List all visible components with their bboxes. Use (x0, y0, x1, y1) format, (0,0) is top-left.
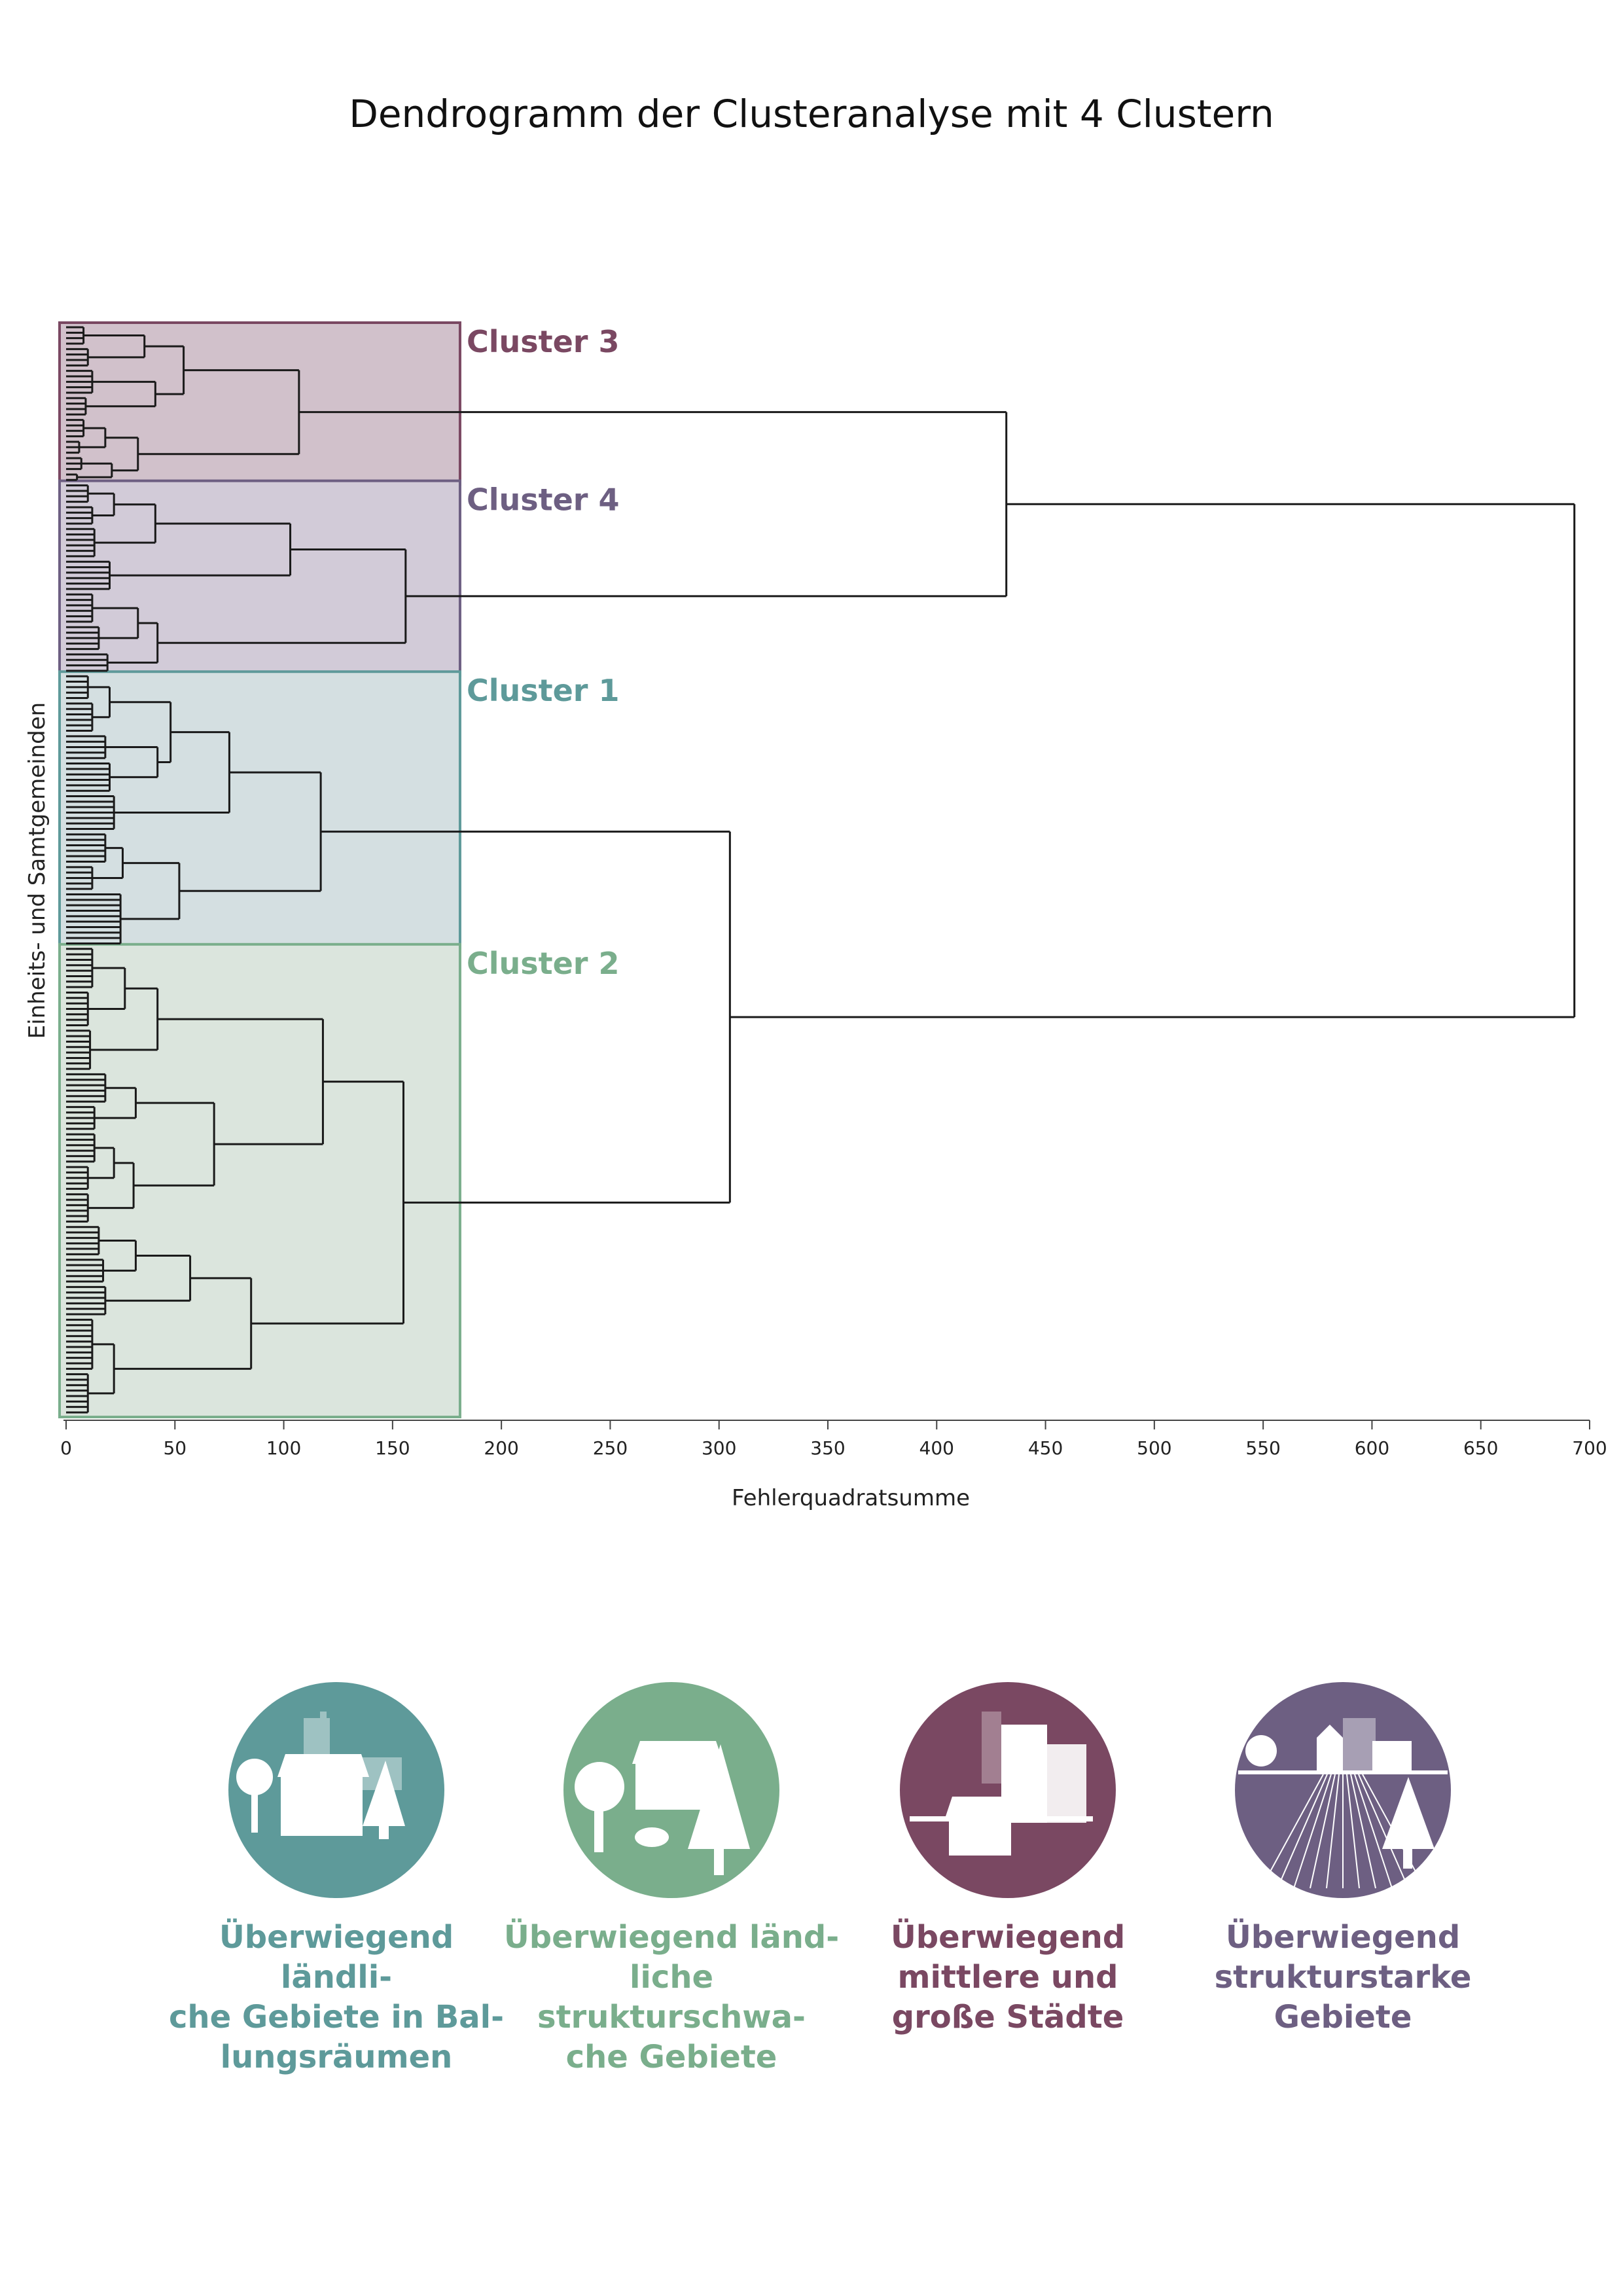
dendrogram-lines (66, 326, 1576, 1414)
house-shape (946, 1797, 1018, 1856)
cluster-box (58, 479, 461, 677)
cluster-label: Cluster 1 (467, 673, 620, 708)
city-icon (900, 1682, 1116, 1898)
countryside-icon (563, 1682, 779, 1898)
house-shape-2 (1372, 1741, 1412, 1770)
legend-label-4: Überwiegend strukturstarke Gebiete (1214, 1919, 1472, 2036)
field-row (1293, 1774, 1332, 1889)
x-tick-label: 450 (1028, 1437, 1063, 1459)
tree-crown (1245, 1735, 1277, 1767)
cluster-box (58, 670, 461, 950)
cluster-boxes (58, 321, 461, 1419)
building-shape (1343, 1718, 1376, 1770)
x-axis-label: Fehlerquadratsumme (732, 1485, 970, 1511)
x-tick-label: 100 (266, 1437, 301, 1459)
field-row (1277, 1774, 1328, 1889)
fir-tree-shape (688, 1744, 750, 1875)
x-tick-label: 50 (163, 1437, 187, 1459)
house-shape (277, 1754, 369, 1836)
tree-crown (575, 1762, 624, 1812)
office-shape (1047, 1744, 1086, 1823)
x-tick-label: 300 (702, 1437, 736, 1459)
x-tick-label: 700 (1572, 1437, 1607, 1459)
x-tick-label: 500 (1137, 1437, 1171, 1459)
legend-label-1: Überwiegend ländli- che Gebiete in Bal- … (168, 1919, 505, 2075)
x-tick-label: 350 (810, 1437, 845, 1459)
house-shape (632, 1741, 724, 1810)
horizon-line (1238, 1770, 1448, 1774)
cluster-label: Cluster 3 (467, 324, 620, 359)
x-tick-label: 650 (1463, 1437, 1498, 1459)
field-row (1354, 1774, 1393, 1889)
skyline-shape (982, 1712, 1001, 1784)
y-axis-label: Einheits- und Samtgemeinden (24, 702, 50, 1039)
tree-trunk (594, 1803, 603, 1852)
chart-title: Dendrogramm der Clusteranalyse mit 4 Clu… (349, 92, 1274, 136)
fir-tree-shape (1382, 1777, 1435, 1869)
sheep-shape (635, 1827, 669, 1847)
x-tick-label: 200 (484, 1437, 518, 1459)
legend-label-2: Überwiegend länd- liche strukturschwa- c… (503, 1919, 840, 2075)
field-row (1310, 1774, 1336, 1889)
field-row (1350, 1774, 1376, 1889)
cluster-box (58, 942, 461, 1419)
x-tick-label: 400 (919, 1437, 954, 1459)
x-tick-label: 0 (60, 1437, 72, 1459)
tree-trunk (251, 1790, 258, 1833)
x-tick-label: 550 (1245, 1437, 1280, 1459)
x-tick-label: 150 (375, 1437, 410, 1459)
town-fields-icon (1235, 1682, 1451, 1898)
legend-label-3: Überwiegend mittlere und große Städte (890, 1919, 1126, 2036)
field-row (1358, 1774, 1409, 1889)
tree-shape (363, 1761, 405, 1839)
house-shape (1317, 1725, 1343, 1770)
cluster-label: Cluster 4 (467, 482, 620, 518)
field-row (1260, 1774, 1324, 1889)
field-row (1346, 1774, 1360, 1889)
x-tick-label: 600 (1355, 1437, 1389, 1459)
tree-crown (236, 1759, 273, 1795)
x-tick-label: 250 (593, 1437, 628, 1459)
cluster-label: Cluster 2 (467, 946, 620, 981)
village-icon (228, 1682, 444, 1898)
field-row (1326, 1774, 1340, 1889)
cluster-box (58, 321, 461, 486)
